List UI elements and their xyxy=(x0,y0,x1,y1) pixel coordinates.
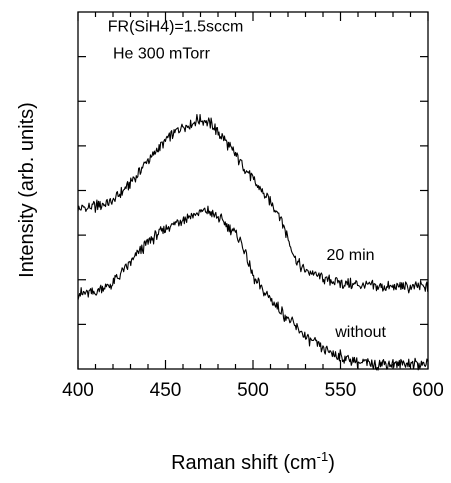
x-tick-label: 450 xyxy=(150,380,182,401)
axis-ticks xyxy=(77,12,429,369)
annotation-1: FR(SiH4)=1.5sccm xyxy=(108,19,244,36)
series-label-1: 20 min xyxy=(327,247,375,264)
x-axis-label-close: ) xyxy=(328,452,335,474)
annotation-2: He 300 mTorr xyxy=(113,45,211,62)
x-axis-label-main: Raman shift (cm xyxy=(171,452,317,474)
plot-frame xyxy=(77,11,429,370)
x-axis-label-superscript: -1 xyxy=(317,449,329,464)
series-line-2 xyxy=(77,205,429,371)
series-label-2: without xyxy=(334,324,386,341)
x-tick-label: 600 xyxy=(412,380,444,401)
x-axis-label: Raman shift (cm-1) xyxy=(171,449,335,474)
series-line-1 xyxy=(77,113,429,294)
x-tick-label: 400 xyxy=(62,380,94,401)
y-axis-label: Intensity (arb. units) xyxy=(16,102,38,278)
x-tick-label: 550 xyxy=(325,380,357,401)
annotations: FR(SiH4)=1.5sccm He 300 mTorr xyxy=(108,19,244,63)
x-tick-label: 500 xyxy=(237,380,269,401)
x-tick-labels: 400 450 500 550 600 xyxy=(62,380,444,401)
series-layer: 20 min without xyxy=(77,113,429,371)
